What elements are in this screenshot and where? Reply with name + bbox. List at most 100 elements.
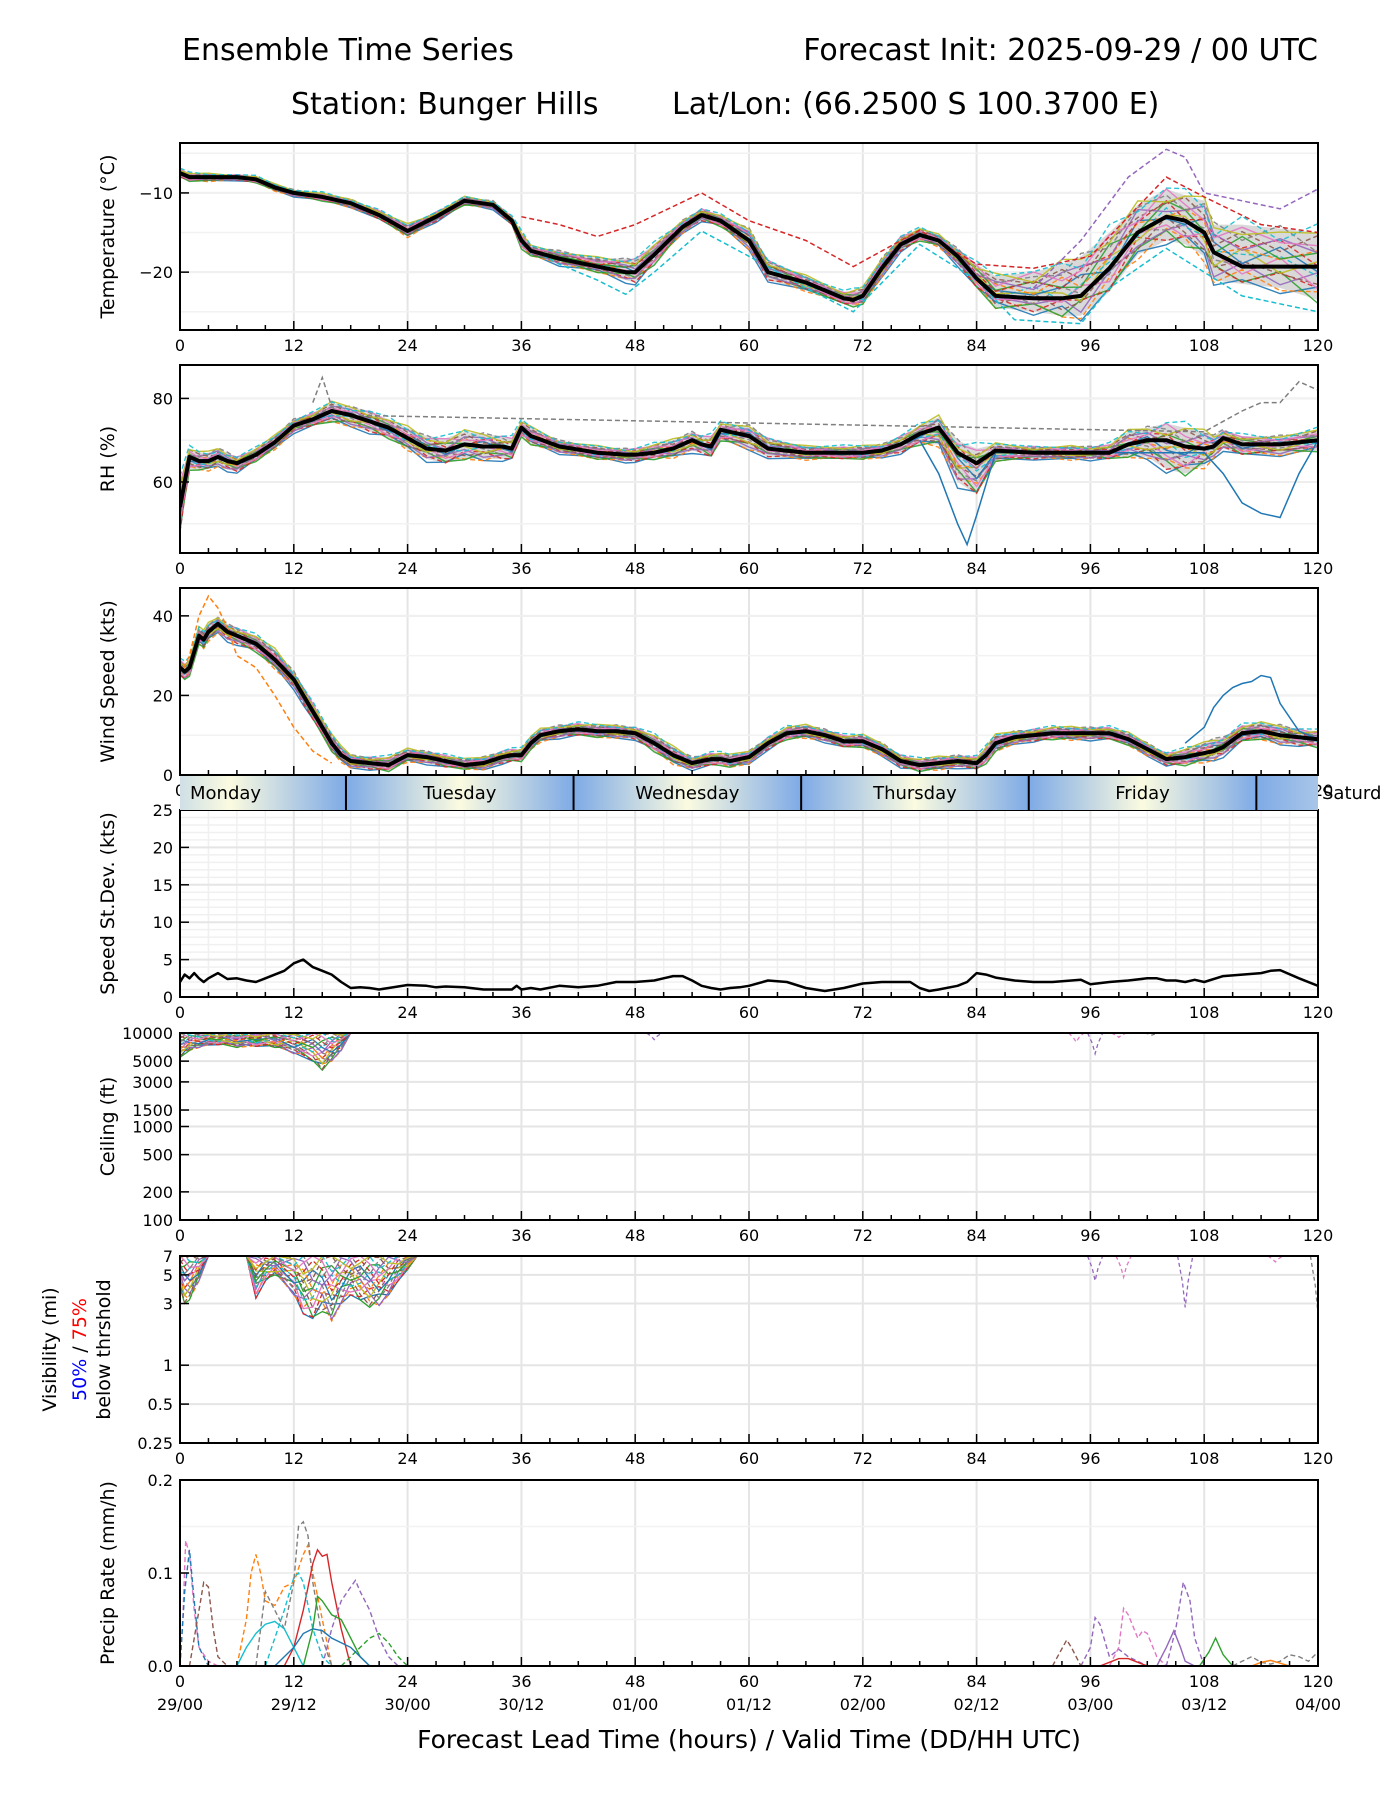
x-tick-label: 84 xyxy=(966,1672,986,1691)
panel-speed_stdev: 0 12 24 36 48 60 72 84 96 108 120 25 20 15 10 5 0 Speed S… xyxy=(97,801,1333,1022)
x-tick-label: 36 xyxy=(511,1226,531,1245)
day-label: Monday xyxy=(190,783,261,804)
y-tick-label: 5 xyxy=(163,951,173,970)
x-tick-label: 36 xyxy=(511,559,531,578)
panel-precip_rate: 0 12 24 36 48 60 72 84 96 108 120 0.2 0.1 0.0 Precip R… xyxy=(97,1471,1333,1691)
x-tick-label: 48 xyxy=(625,1672,645,1691)
plot-area-ceiling xyxy=(180,1033,1160,1072)
ensemble-member-cyan-dashed-cold xyxy=(521,230,1318,325)
x-tick-label: 120 xyxy=(1303,1672,1334,1691)
ensemble-member-line xyxy=(180,1549,210,1666)
ensemble-member-line xyxy=(188,1580,228,1666)
x-tick-label: 120 xyxy=(1303,1449,1334,1468)
day-label: Wednesday xyxy=(635,783,740,804)
ensemble-member-line xyxy=(180,1256,418,1283)
ensemble-member-line xyxy=(302,1594,371,1666)
x-tick-label: 120 xyxy=(1303,336,1334,355)
x-tick-label: 72 xyxy=(853,1226,873,1245)
valid-time-label: 03/00 xyxy=(1067,1695,1113,1714)
y-tick-label: 10 xyxy=(153,913,173,932)
x-tick-label: 72 xyxy=(853,1672,873,1691)
ensemble-member-line xyxy=(180,1033,351,1060)
x-tick-label: 12 xyxy=(284,559,304,578)
x-tick-label: 24 xyxy=(397,336,417,355)
y-tick-label: 0.5 xyxy=(148,1395,173,1414)
ensemble-member-line xyxy=(180,400,1318,477)
x-tick-label: 60 xyxy=(739,1226,759,1245)
x-tick-label: 24 xyxy=(397,1003,417,1022)
x-tick-label: 12 xyxy=(284,336,304,355)
x-tick-label: 96 xyxy=(1080,1449,1100,1468)
y-tick-label: 0 xyxy=(163,766,173,785)
ensemble-member-line xyxy=(236,1542,333,1666)
ensemble-member-line xyxy=(1099,1657,1148,1666)
plot-area-visibility xyxy=(180,1256,1318,1323)
ensemble-member-blue-solid-dip xyxy=(919,439,1318,547)
ensemble-member-line xyxy=(1080,1615,1148,1666)
valid-time-label: 01/12 xyxy=(726,1695,772,1714)
valid-time-label: 30/00 xyxy=(385,1695,431,1714)
x-tick-label: 108 xyxy=(1189,1672,1220,1691)
y-tick-label: 200 xyxy=(142,1183,173,1202)
x-tick-label: 60 xyxy=(739,1672,759,1691)
spread-band xyxy=(180,402,1318,533)
y-axis-label: Precip Rate (mm/h) xyxy=(97,1481,119,1665)
y-tick-label: 5 xyxy=(163,1266,173,1285)
day-segment xyxy=(801,776,1029,810)
x-tick-label: 0 xyxy=(175,1672,185,1691)
y-axis-label: Speed St.Dev. (kts) xyxy=(97,812,119,995)
x-tick-label: 108 xyxy=(1189,336,1220,355)
y-axis-label: Wind Speed (kts) xyxy=(97,600,119,763)
y-tick-label: 10000 xyxy=(122,1024,173,1043)
x-tick-label: 0 xyxy=(175,1003,185,1022)
x-tick-label: 0 xyxy=(175,336,185,355)
x-tick-label: 0 xyxy=(175,559,185,578)
x-tick-label: 96 xyxy=(1080,1003,1100,1022)
day-segment xyxy=(1028,776,1257,810)
y-axis-label-below: below thrshold xyxy=(93,1279,115,1419)
y-axis-label: Temperature (°C) xyxy=(97,155,119,320)
y-tick-label: 1 xyxy=(163,1356,173,1375)
plot-area-temperature xyxy=(180,148,1318,325)
x-tick-label: 0 xyxy=(175,1226,185,1245)
x-tick-label: 24 xyxy=(397,1226,417,1245)
y-tick-label: 20 xyxy=(153,686,173,705)
panel-temperature: 0 12 24 36 48 60 72 84 96 108 120 −10 −20 Temperature… xyxy=(97,142,1334,355)
day-segment xyxy=(573,776,802,810)
ensemble-member-line xyxy=(236,1620,304,1666)
ensemble-member-line xyxy=(255,1520,333,1666)
ensemble-member-orange-dashed-peak xyxy=(180,594,333,764)
valid-time-label: 01/00 xyxy=(612,1695,658,1714)
day-label: Friday xyxy=(1115,783,1170,804)
y-tick-label: 80 xyxy=(153,389,173,408)
day-segment xyxy=(345,776,574,810)
y-tick-label: −10 xyxy=(139,184,173,203)
valid-time-label: 04/00 xyxy=(1295,1695,1341,1714)
x-tick-label: 12 xyxy=(284,1003,304,1022)
ensemble-member-line xyxy=(180,168,1318,294)
x-tick-label: 84 xyxy=(966,1226,986,1245)
x-tick-label: 60 xyxy=(739,1003,759,1022)
ensemble-member-line xyxy=(180,415,1318,532)
panel-rh: 0 12 24 36 48 60 72 84 96 108 120 80 60 RH (%) xyxy=(97,364,1333,578)
day-segment xyxy=(1256,776,1318,810)
x-tick-label: 24 xyxy=(397,1449,417,1468)
member-dip-line xyxy=(1267,1256,1284,1263)
y-tick-label: 40 xyxy=(153,607,173,626)
ensemble-member-line xyxy=(1198,1636,1234,1666)
x-tick-label: 72 xyxy=(853,1449,873,1468)
y-tick-label: 0.25 xyxy=(137,1434,173,1453)
ensemble-member-line xyxy=(180,174,1318,320)
x-tick-label: 96 xyxy=(1080,336,1100,355)
ensemble-member-line xyxy=(1108,1606,1167,1666)
member-dip-line xyxy=(1068,1033,1085,1044)
valid-time-label: 02/00 xyxy=(840,1695,886,1714)
ensemble-member-line xyxy=(264,1571,333,1666)
vis-50pct-label: 50% xyxy=(69,1359,91,1401)
ensemble-mean-line xyxy=(180,171,1318,302)
x-tick-label: 24 xyxy=(397,1672,417,1691)
ensemble-member-line xyxy=(1232,1651,1318,1666)
ensemble-member-line xyxy=(180,1033,351,1048)
plot-area-precip_rate xyxy=(180,1520,1318,1666)
